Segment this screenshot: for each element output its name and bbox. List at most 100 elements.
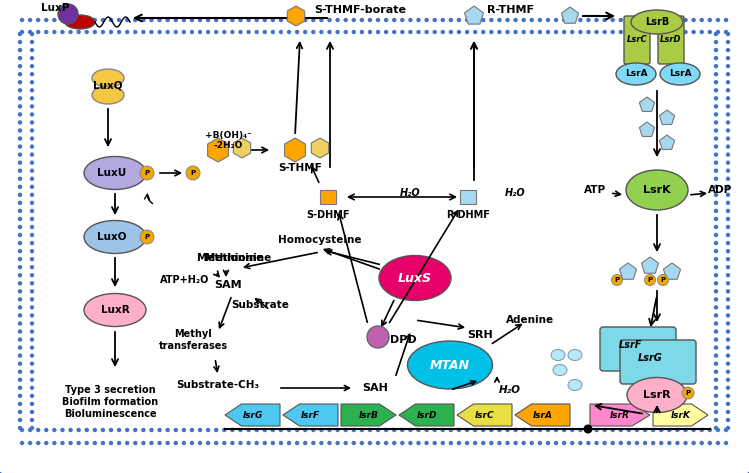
Circle shape bbox=[18, 201, 22, 205]
Polygon shape bbox=[515, 404, 570, 426]
Polygon shape bbox=[664, 263, 681, 279]
Circle shape bbox=[18, 249, 22, 254]
Circle shape bbox=[311, 18, 315, 22]
Text: LuxR: LuxR bbox=[100, 305, 130, 315]
FancyBboxPatch shape bbox=[624, 16, 650, 64]
Circle shape bbox=[726, 313, 730, 318]
Circle shape bbox=[18, 104, 22, 109]
Circle shape bbox=[400, 441, 404, 445]
Circle shape bbox=[726, 201, 730, 205]
Circle shape bbox=[206, 428, 210, 432]
Circle shape bbox=[149, 18, 154, 22]
Circle shape bbox=[602, 428, 607, 432]
Circle shape bbox=[18, 217, 22, 221]
Text: Substrate-CH₃: Substrate-CH₃ bbox=[177, 380, 260, 390]
Polygon shape bbox=[659, 110, 675, 124]
Circle shape bbox=[117, 428, 121, 432]
Circle shape bbox=[578, 441, 583, 445]
Circle shape bbox=[726, 353, 730, 358]
Ellipse shape bbox=[407, 341, 493, 389]
Circle shape bbox=[18, 305, 22, 310]
Circle shape bbox=[246, 428, 251, 432]
Circle shape bbox=[30, 56, 34, 61]
Circle shape bbox=[319, 18, 324, 22]
Circle shape bbox=[726, 64, 730, 69]
Circle shape bbox=[351, 441, 356, 445]
Circle shape bbox=[18, 337, 22, 342]
Circle shape bbox=[714, 297, 718, 302]
Circle shape bbox=[726, 426, 730, 430]
Circle shape bbox=[400, 30, 404, 34]
Circle shape bbox=[530, 18, 534, 22]
Circle shape bbox=[18, 426, 22, 430]
Circle shape bbox=[683, 428, 688, 432]
Circle shape bbox=[714, 369, 718, 374]
Circle shape bbox=[384, 18, 388, 22]
Circle shape bbox=[513, 18, 518, 22]
Circle shape bbox=[667, 428, 672, 432]
Circle shape bbox=[18, 273, 22, 278]
Circle shape bbox=[18, 193, 22, 197]
Circle shape bbox=[538, 428, 542, 432]
Circle shape bbox=[489, 30, 494, 34]
Circle shape bbox=[198, 18, 202, 22]
Circle shape bbox=[714, 144, 718, 149]
Circle shape bbox=[602, 18, 607, 22]
Circle shape bbox=[30, 385, 34, 390]
Circle shape bbox=[651, 441, 655, 445]
Circle shape bbox=[714, 88, 718, 93]
Circle shape bbox=[416, 441, 421, 445]
Circle shape bbox=[714, 241, 718, 245]
Circle shape bbox=[270, 441, 275, 445]
Circle shape bbox=[52, 30, 57, 34]
Text: P: P bbox=[145, 170, 150, 176]
Circle shape bbox=[432, 441, 437, 445]
Circle shape bbox=[546, 441, 551, 445]
Circle shape bbox=[726, 136, 730, 141]
Text: SRH: SRH bbox=[467, 330, 493, 340]
Circle shape bbox=[311, 428, 315, 432]
Circle shape bbox=[714, 353, 718, 358]
Circle shape bbox=[408, 428, 413, 432]
Circle shape bbox=[714, 168, 718, 173]
Circle shape bbox=[18, 48, 22, 53]
Circle shape bbox=[432, 30, 437, 34]
Circle shape bbox=[367, 326, 389, 348]
Circle shape bbox=[344, 441, 348, 445]
Circle shape bbox=[311, 30, 315, 34]
Text: SAM: SAM bbox=[214, 280, 242, 290]
Circle shape bbox=[360, 441, 364, 445]
Text: S-THMF-borate: S-THMF-borate bbox=[314, 5, 406, 15]
Circle shape bbox=[683, 441, 688, 445]
Circle shape bbox=[376, 428, 380, 432]
Circle shape bbox=[497, 441, 502, 445]
Circle shape bbox=[141, 441, 145, 445]
Circle shape bbox=[140, 166, 154, 180]
Circle shape bbox=[724, 441, 728, 445]
Circle shape bbox=[36, 441, 40, 445]
Circle shape bbox=[166, 18, 170, 22]
Circle shape bbox=[714, 96, 718, 101]
Circle shape bbox=[449, 30, 453, 34]
Circle shape bbox=[578, 428, 583, 432]
Ellipse shape bbox=[379, 255, 451, 300]
Circle shape bbox=[157, 428, 162, 432]
Circle shape bbox=[658, 274, 669, 286]
Circle shape bbox=[18, 184, 22, 189]
Circle shape bbox=[538, 18, 542, 22]
Circle shape bbox=[449, 441, 453, 445]
Circle shape bbox=[68, 18, 73, 22]
Circle shape bbox=[611, 274, 622, 286]
Circle shape bbox=[141, 18, 145, 22]
Circle shape bbox=[546, 428, 551, 432]
Ellipse shape bbox=[92, 69, 124, 87]
Circle shape bbox=[238, 30, 243, 34]
Circle shape bbox=[18, 402, 22, 406]
Circle shape bbox=[174, 441, 178, 445]
Circle shape bbox=[602, 441, 607, 445]
Circle shape bbox=[189, 30, 194, 34]
Circle shape bbox=[255, 30, 259, 34]
Circle shape bbox=[726, 144, 730, 149]
Text: Methionine: Methionine bbox=[197, 253, 263, 263]
Circle shape bbox=[714, 48, 718, 53]
